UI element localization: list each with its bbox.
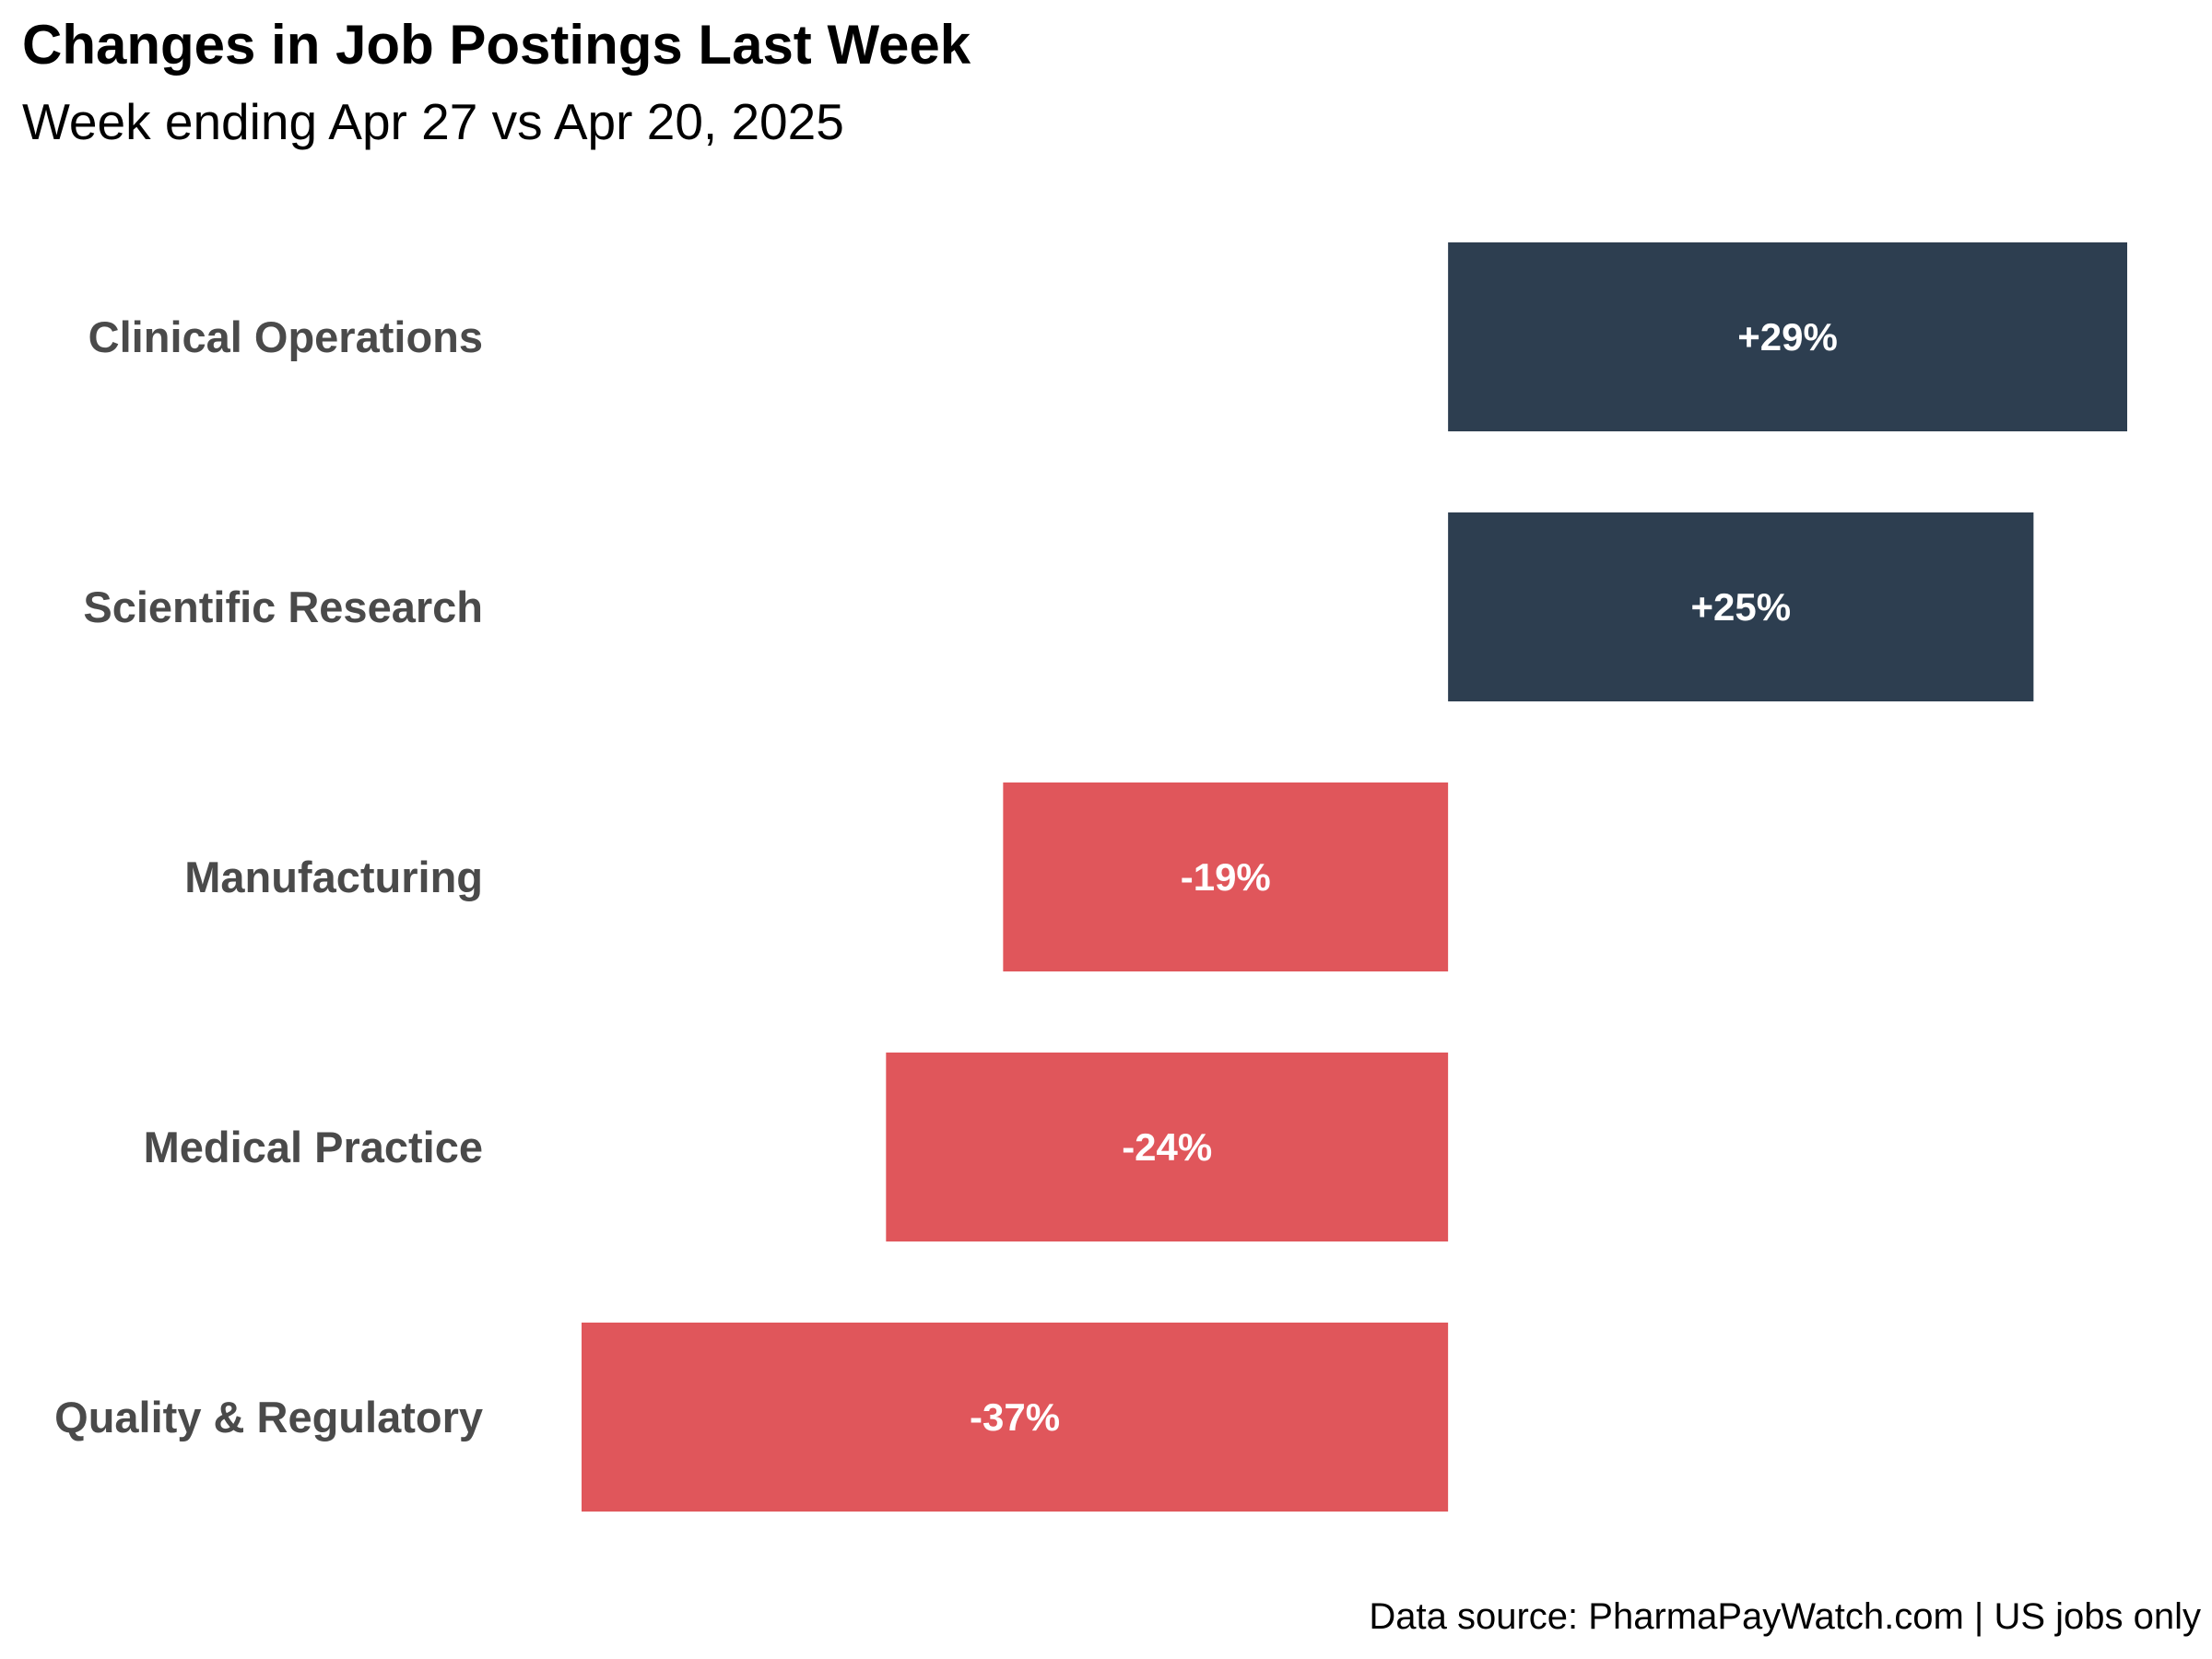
category-label: Manufacturing <box>184 853 483 901</box>
bar-value-label: -37% <box>970 1395 1060 1439</box>
bar-value-label: -19% <box>1181 855 1271 899</box>
bar <box>886 1053 1449 1241</box>
bar <box>1448 242 2127 431</box>
chart-subtitle: Week ending Apr 27 vs Apr 20, 2025 <box>22 93 844 150</box>
chart-title: Changes in Job Postings Last Week <box>22 14 971 76</box>
bar-value-label: +25% <box>1690 585 1791 629</box>
bar-value-label: +29% <box>1737 315 1838 359</box>
category-label: Quality & Regulatory <box>54 1393 483 1441</box>
bar <box>1448 512 2034 701</box>
category-label: Clinical Operations <box>88 312 483 361</box>
category-label: Medical Practice <box>144 1123 483 1171</box>
bar-value-label: -24% <box>1122 1125 1212 1169</box>
chart-caption: Data source: PharmaPayWatch.com | US job… <box>1369 1596 2201 1637</box>
bar <box>582 1323 1449 1512</box>
category-label: Scientific Research <box>83 582 483 631</box>
bar <box>1003 782 1449 971</box>
